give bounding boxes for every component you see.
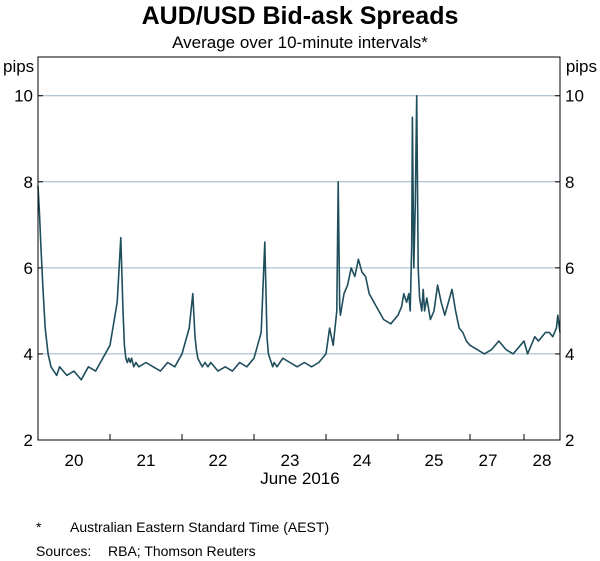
- x-tick-label-0: 20: [65, 451, 84, 470]
- y-axis-left: 2 4 6 8 10: [14, 87, 43, 450]
- sources-label: Sources:: [36, 543, 91, 559]
- y-tick-label-left-1: 4: [24, 345, 33, 364]
- footnote-marker: *: [36, 519, 42, 535]
- chart-title: AUD/USD Bid-ask Spreads: [142, 2, 459, 30]
- y-tick-label-right-3: 8: [565, 173, 574, 192]
- x-tick-label-1: 21: [137, 451, 156, 470]
- y-tick-label-left-0: 2: [24, 431, 33, 450]
- plot-frame: [37, 56, 561, 441]
- x-tick-label-6: 27: [479, 451, 498, 470]
- x-tick-label-5: 25: [425, 451, 444, 470]
- x-tick-label-7: 28: [533, 451, 552, 470]
- y-tick-label-left-2: 6: [24, 259, 33, 278]
- x-tick-label-3: 23: [281, 451, 300, 470]
- gridlines: [38, 95, 560, 355]
- y-tick-label-left-4: 10: [14, 87, 33, 106]
- y-tick-label-right-2: 6: [565, 259, 574, 278]
- series-line-0: [37, 94, 561, 381]
- x-axis: 20 21 22 23 24 25 27 28: [65, 434, 552, 470]
- x-axis-label: June 2016: [260, 469, 339, 488]
- x-tick-label-4: 24: [353, 451, 372, 470]
- y-unit-right: pips: [566, 57, 597, 76]
- y-tick-label-left-3: 8: [24, 173, 33, 192]
- sources-text: RBA; Thomson Reuters: [108, 543, 256, 559]
- y-tick-label-right-1: 4: [565, 345, 574, 364]
- y-unit-left: pips: [3, 57, 34, 76]
- y-tick-label-right-0: 2: [565, 431, 574, 450]
- series-group: [37, 94, 561, 381]
- y-axis-right: 2 4 6 8 10: [555, 87, 584, 450]
- y-tick-label-right-4: 10: [565, 87, 584, 106]
- x-tick-label-2: 22: [209, 451, 228, 470]
- footnote-text: Australian Eastern Standard Time (AEST): [70, 519, 329, 535]
- chart-subtitle: Average over 10-minute intervals*: [172, 33, 428, 52]
